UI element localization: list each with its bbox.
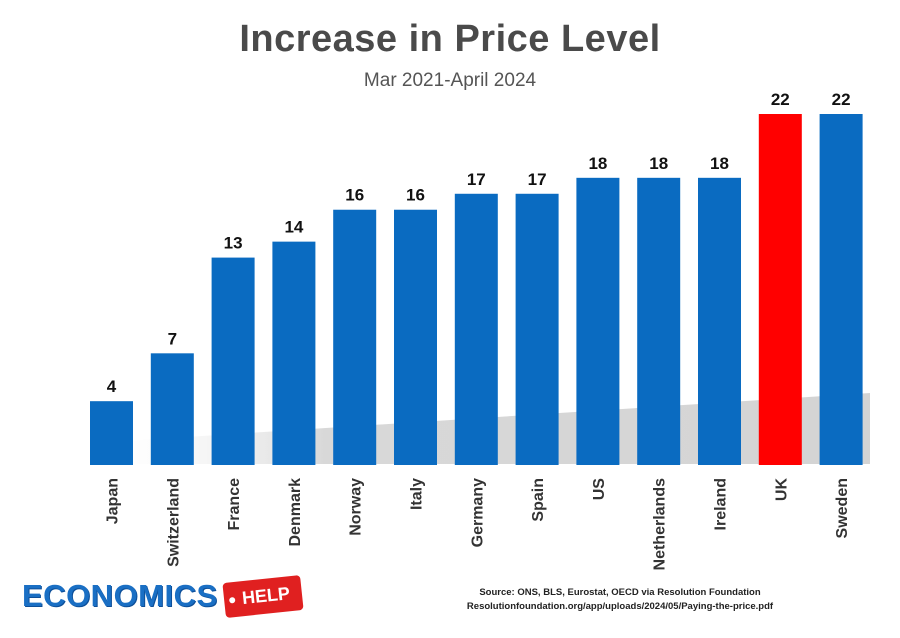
- category-label-switzerland: Switzerland: [165, 478, 182, 567]
- value-label-us: 18: [588, 154, 607, 173]
- bar-sweden: [819, 114, 863, 465]
- bar-denmark: [272, 241, 316, 465]
- bar-japan: [90, 401, 133, 465]
- bars-group: [90, 114, 863, 466]
- bar-netherlands: [637, 177, 681, 465]
- value-label-germany: 17: [467, 170, 486, 189]
- category-label-denmark: Denmark: [287, 478, 304, 547]
- source-note: Source: ONS, BLS, Eurostat, OECD via Res…: [420, 586, 820, 614]
- value-label-switzerland: 7: [168, 329, 177, 348]
- category-label-uk: UK: [773, 478, 790, 502]
- bar-switzerland: [150, 353, 194, 465]
- logo-tag: HELP: [222, 574, 304, 618]
- bar-italy: [394, 209, 437, 465]
- value-label-japan: 4: [107, 377, 117, 396]
- category-label-spain: Spain: [530, 478, 547, 522]
- value-label-france: 13: [224, 234, 243, 253]
- logo-word: ECONOMICS: [22, 578, 218, 613]
- value-label-spain: 17: [528, 170, 547, 189]
- category-label-us: US: [591, 478, 608, 501]
- category-label-france: France: [226, 478, 243, 531]
- category-label-italy: Italy: [409, 478, 426, 510]
- bar-norway: [333, 209, 377, 465]
- value-label-italy: 16: [406, 186, 425, 205]
- bar-us: [576, 177, 620, 465]
- chart-subtitle: Mar 2021-April 2024: [363, 70, 537, 91]
- value-label-netherlands: 18: [649, 154, 668, 173]
- value-labels-group: 4 7 13 14 16 16 17 17 18 18 18 22 22: [107, 90, 851, 396]
- bar-uk: [758, 114, 802, 465]
- category-label-sweden: Sweden: [834, 478, 851, 538]
- category-label-norway: Norway: [348, 478, 365, 536]
- bar-spain: [515, 193, 559, 466]
- category-label-germany: Germany: [469, 478, 486, 547]
- bar-germany: [454, 193, 498, 466]
- bar-ireland: [698, 177, 741, 465]
- chart-title: Increase in Price Level: [239, 18, 661, 60]
- source-line-1: Source: ONS, BLS, Eurostat, OECD via Res…: [479, 587, 761, 598]
- economics-help-logo: ECONOMICS HELP: [22, 574, 304, 618]
- value-label-denmark: 14: [284, 218, 303, 237]
- value-label-ireland: 18: [710, 154, 729, 173]
- source-line-2: Resolutionfoundation.org/app/uploads/202…: [466, 601, 774, 612]
- category-label-japan: Japan: [105, 478, 122, 524]
- category-label-netherlands: Netherlands: [652, 478, 669, 571]
- category-label-ireland: Ireland: [713, 478, 730, 530]
- category-labels-group: Japan Switzerland France Denmark Norway Italy…: [105, 478, 852, 571]
- bar-france: [211, 257, 255, 465]
- value-label-norway: 16: [345, 186, 364, 205]
- value-label-uk: 22: [771, 90, 790, 109]
- value-label-sweden: 22: [832, 90, 851, 109]
